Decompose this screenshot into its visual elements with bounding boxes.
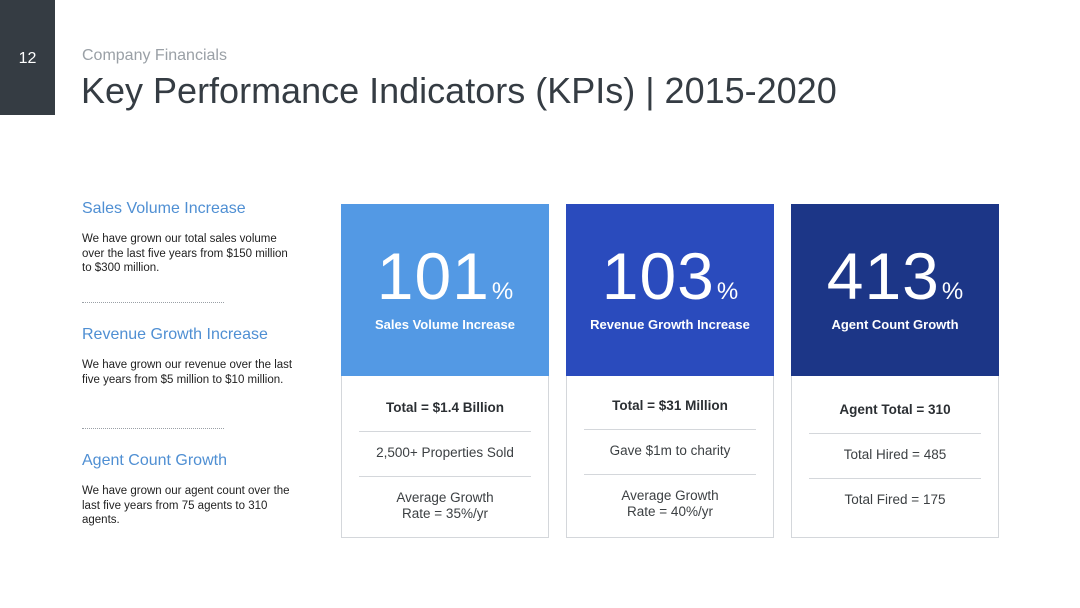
stat-divider [809,478,981,479]
stat-divider [584,474,756,475]
kpi-value-row: 413% [791,240,999,312]
kpi-stat: Average Growth Rate = 40%/yr [621,488,719,519]
kpi-card-header: 101% Sales Volume Increase [341,204,549,376]
kpi-value-row: 101% [341,240,549,312]
page-number: 12 [18,50,37,67]
kpi-unit: % [941,278,964,305]
description-revenue-growth: Revenue Growth Increase We have grown ou… [82,326,312,387]
kpi-value: 413 [826,239,940,313]
kpi-stat-total: Agent Total = 310 [839,402,951,417]
kpi-stat: Gave $1m to charity [609,443,731,458]
stat-divider [809,433,981,434]
kpi-value: 101 [376,239,490,313]
description-agent-count: Agent Count Growth We have grown our age… [82,452,312,528]
description-heading: Agent Count Growth [82,452,227,469]
kpi-stat: 2,500+ Properties Sold [376,445,514,460]
kpi-unit: % [491,278,514,305]
stat-divider [359,431,531,432]
description-text: We have grown our agent count over the l… [82,485,290,526]
stat-divider [584,429,756,430]
kpi-value: 103 [601,239,715,313]
description-text: We have grown our revenue over the last … [82,359,293,386]
kpi-stat-total: Total = $31 Million [612,398,728,413]
kpi-unit: % [716,278,739,305]
kpi-label: Sales Volume Increase [375,317,515,332]
section-subtitle: Company Financials [82,47,227,64]
kpi-card-sales-volume: 101% Sales Volume Increase Total = $1.4 … [341,204,549,538]
kpi-value-row: 103% [566,240,774,312]
slide-title: Key Performance Indicators (KPIs) | 2015… [81,70,837,111]
description-sales-volume: Sales Volume Increase We have grown our … [82,200,312,276]
kpi-card-agent-count: 413% Agent Count Growth Agent Total = 31… [791,204,999,538]
kpi-card-stats: Total = $1.4 Billion 2,500+ Properties S… [341,376,549,538]
kpi-card-stats: Agent Total = 310 Total Hired = 485 Tota… [791,376,999,538]
stat-divider [359,476,531,477]
kpi-stat-total: Total = $1.4 Billion [386,400,504,415]
description-heading: Sales Volume Increase [82,200,246,217]
kpi-label: Revenue Growth Increase [590,317,750,332]
kpi-card-stats: Total = $31 Million Gave $1m to charity … [566,376,774,538]
kpi-stat: Total Hired = 485 [843,447,947,462]
kpi-stat: Average Growth Rate = 35%/yr [396,490,494,521]
description-heading: Revenue Growth Increase [82,326,268,343]
dotted-divider [82,428,224,429]
kpi-label: Agent Count Growth [831,317,959,332]
page-number-tab: 12 [0,0,55,115]
kpi-card-header: 103% Revenue Growth Increase [566,204,774,376]
kpi-stat: Total Fired = 175 [844,492,946,507]
description-text: We have grown our total sales volume ove… [82,233,288,274]
kpi-card-header: 413% Agent Count Growth [791,204,999,376]
kpi-card-revenue-growth: 103% Revenue Growth Increase Total = $31… [566,204,774,538]
dotted-divider [82,302,224,303]
